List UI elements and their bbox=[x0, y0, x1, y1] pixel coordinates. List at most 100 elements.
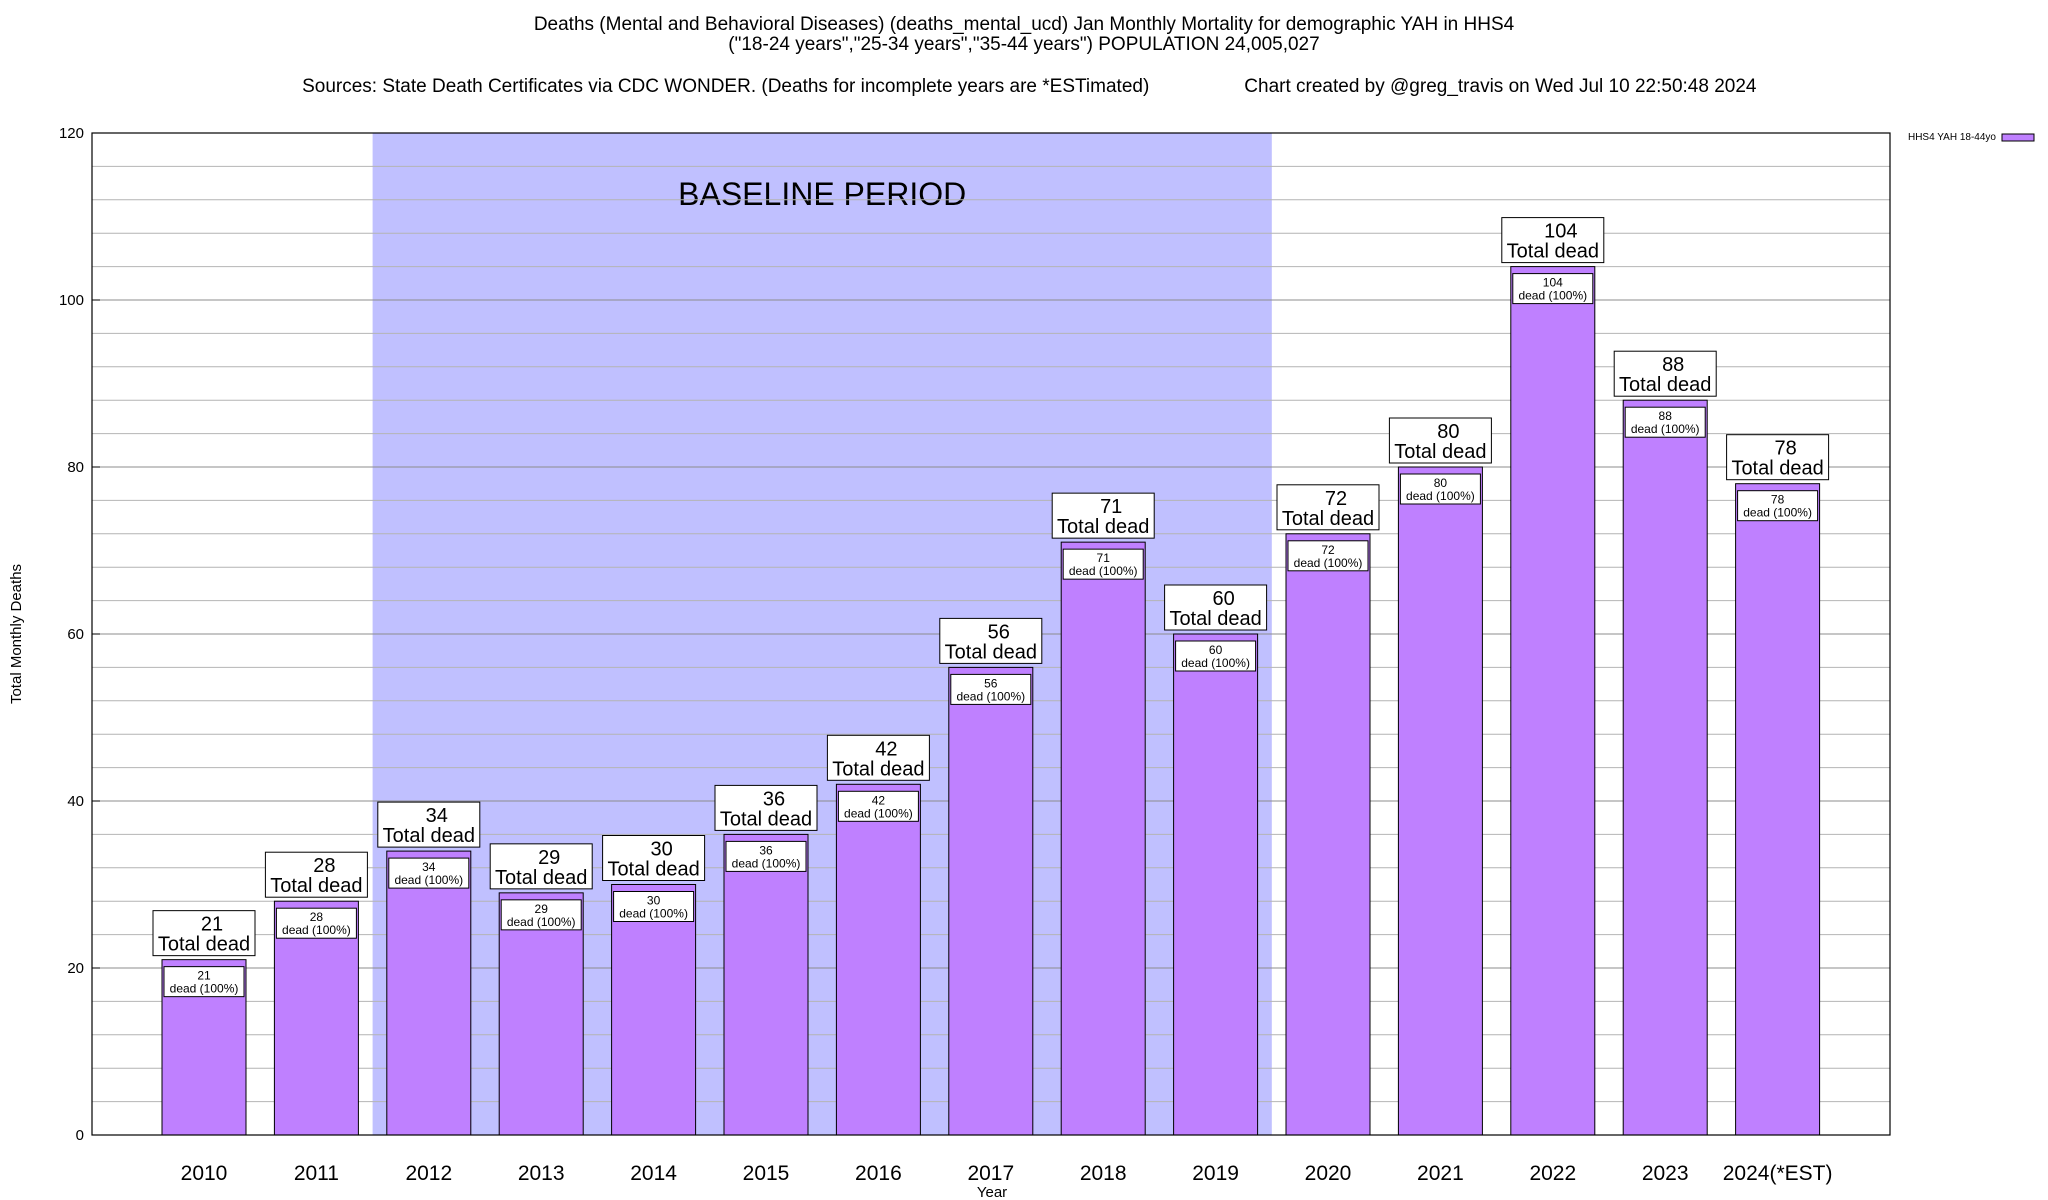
segment-percent-label: dead (100%) bbox=[732, 856, 801, 870]
total-caption-label: Total dead bbox=[607, 859, 699, 881]
segment-value-label: 36 bbox=[759, 843, 773, 857]
segment-percent-label: dead (100%) bbox=[1518, 289, 1587, 303]
segment-value-label: 56 bbox=[984, 676, 998, 690]
segment-label-box bbox=[1062, 548, 1144, 580]
total-caption-label: Total dead bbox=[383, 825, 475, 847]
x-tick-label: 2012 bbox=[405, 1162, 452, 1185]
segment-label-box bbox=[1399, 473, 1481, 505]
total-caption-label: Total dead bbox=[945, 641, 1037, 663]
total-label-box bbox=[1613, 350, 1717, 397]
total-caption-label: Total dead bbox=[495, 867, 587, 889]
segment-percent-label: dead (100%) bbox=[1406, 489, 1475, 503]
total-value-label: 21 bbox=[201, 914, 223, 936]
total-caption-label: Total dead bbox=[1731, 458, 1823, 480]
segment-percent-label: dead (100%) bbox=[394, 873, 463, 887]
bar-2018 bbox=[1060, 541, 1146, 1136]
x-tick-label: 2023 bbox=[1642, 1162, 1689, 1185]
chart-title: Deaths (Mental and Behavioral Diseases) … bbox=[533, 14, 1515, 35]
x-tick-label: 2019 bbox=[1192, 1162, 1239, 1185]
segment-label-box bbox=[725, 840, 807, 872]
segment-value-label: 28 bbox=[310, 910, 324, 924]
segment-percent-label: dead (100%) bbox=[1181, 656, 1250, 670]
segment-value-label: 88 bbox=[1659, 409, 1673, 423]
total-label-box bbox=[1051, 492, 1155, 539]
segment-value-label: 78 bbox=[1771, 493, 1785, 507]
total-label-box bbox=[826, 734, 930, 781]
total-caption-label: Total dead bbox=[270, 875, 362, 897]
baseline-label: BASELINE PERIOD bbox=[678, 176, 966, 212]
total-value-label: 30 bbox=[650, 839, 672, 861]
bar-2015 bbox=[723, 833, 809, 1136]
bar-2013 bbox=[498, 892, 584, 1136]
x-tick-label: 2021 bbox=[1417, 1162, 1464, 1185]
y-tick-label: 120 bbox=[59, 125, 84, 142]
total-value-label: 80 bbox=[1437, 421, 1459, 443]
segment-label-box bbox=[950, 673, 1032, 705]
segment-percent-label: dead (100%) bbox=[619, 907, 688, 921]
total-label-box bbox=[1501, 217, 1605, 264]
total-value-label: 71 bbox=[1100, 496, 1122, 518]
x-tick-label: 2010 bbox=[181, 1162, 228, 1185]
bar-2019 bbox=[1173, 633, 1259, 1136]
y-tick-label: 0 bbox=[76, 1127, 84, 1144]
segment-label-box bbox=[837, 790, 919, 822]
total-label-box bbox=[1276, 484, 1380, 531]
total-label-box bbox=[1726, 434, 1830, 481]
segment-percent-label: dead (100%) bbox=[170, 982, 239, 996]
total-value-label: 72 bbox=[1325, 488, 1347, 510]
y-tick-label: 40 bbox=[67, 793, 84, 810]
chart-source: Sources: State Death Certificates via CD… bbox=[302, 76, 1150, 97]
segment-percent-label: dead (100%) bbox=[1631, 422, 1700, 436]
total-caption-label: Total dead bbox=[1394, 441, 1486, 463]
y-tick-label: 80 bbox=[67, 459, 84, 476]
total-label-box bbox=[489, 843, 593, 890]
total-label-box bbox=[714, 784, 818, 831]
bar-2023 bbox=[1622, 399, 1708, 1136]
x-tick-label: 2017 bbox=[967, 1162, 1014, 1185]
bar-2022 bbox=[1510, 266, 1596, 1136]
total-label-box bbox=[1164, 584, 1268, 631]
total-caption-label: Total dead bbox=[1169, 608, 1261, 630]
total-caption-label: Total dead bbox=[1282, 508, 1374, 530]
y-tick-label: 20 bbox=[67, 960, 84, 977]
legend-label: HHS4 YAH 18-44yo bbox=[1908, 132, 1996, 143]
total-caption-label: Total dead bbox=[1507, 241, 1599, 263]
segment-value-label: 60 bbox=[1209, 643, 1223, 657]
bar-2011 bbox=[273, 900, 359, 1136]
total-label-box bbox=[1388, 417, 1492, 464]
x-tick-label: 2011 bbox=[294, 1162, 339, 1185]
segment-value-label: 42 bbox=[872, 793, 886, 807]
segment-label-box bbox=[275, 907, 357, 939]
x-tick-label: 2018 bbox=[1080, 1162, 1127, 1185]
total-value-label: 78 bbox=[1774, 438, 1796, 460]
x-tick-label: 2013 bbox=[518, 1162, 565, 1185]
x-tick-label: 2016 bbox=[855, 1162, 902, 1185]
total-value-label: 42 bbox=[875, 738, 897, 760]
bar-2016 bbox=[835, 783, 921, 1136]
y-tick-label: 100 bbox=[59, 292, 84, 309]
segment-label-box bbox=[1175, 640, 1257, 672]
y-axis-label: Total Monthly Deaths bbox=[8, 564, 25, 704]
chart-subtitle: ("18-24 years","25-34 years","35-44 year… bbox=[728, 34, 1320, 55]
segment-percent-label: dead (100%) bbox=[844, 806, 913, 820]
bar-2021 bbox=[1397, 466, 1483, 1136]
segment-percent-label: dead (100%) bbox=[1294, 556, 1363, 570]
segment-value-label: 80 bbox=[1434, 476, 1448, 490]
x-tick-label: 2020 bbox=[1305, 1162, 1352, 1185]
segment-label-box bbox=[500, 899, 582, 931]
segment-value-label: 34 bbox=[422, 860, 436, 874]
total-caption-label: Total dead bbox=[1057, 516, 1149, 538]
y-tick-label: 60 bbox=[67, 626, 84, 643]
segment-value-label: 21 bbox=[197, 969, 211, 983]
segment-label-box bbox=[1287, 540, 1369, 572]
segment-value-label: 104 bbox=[1543, 276, 1563, 290]
segment-label-box bbox=[613, 891, 695, 922]
total-caption-label: Total dead bbox=[720, 808, 812, 830]
total-label-box bbox=[264, 851, 368, 898]
legend: HHS4 YAH 18-44yo bbox=[1908, 132, 2035, 143]
legend-swatch bbox=[2001, 133, 2035, 142]
bar-2014 bbox=[611, 884, 697, 1136]
total-value-label: 29 bbox=[538, 847, 560, 869]
